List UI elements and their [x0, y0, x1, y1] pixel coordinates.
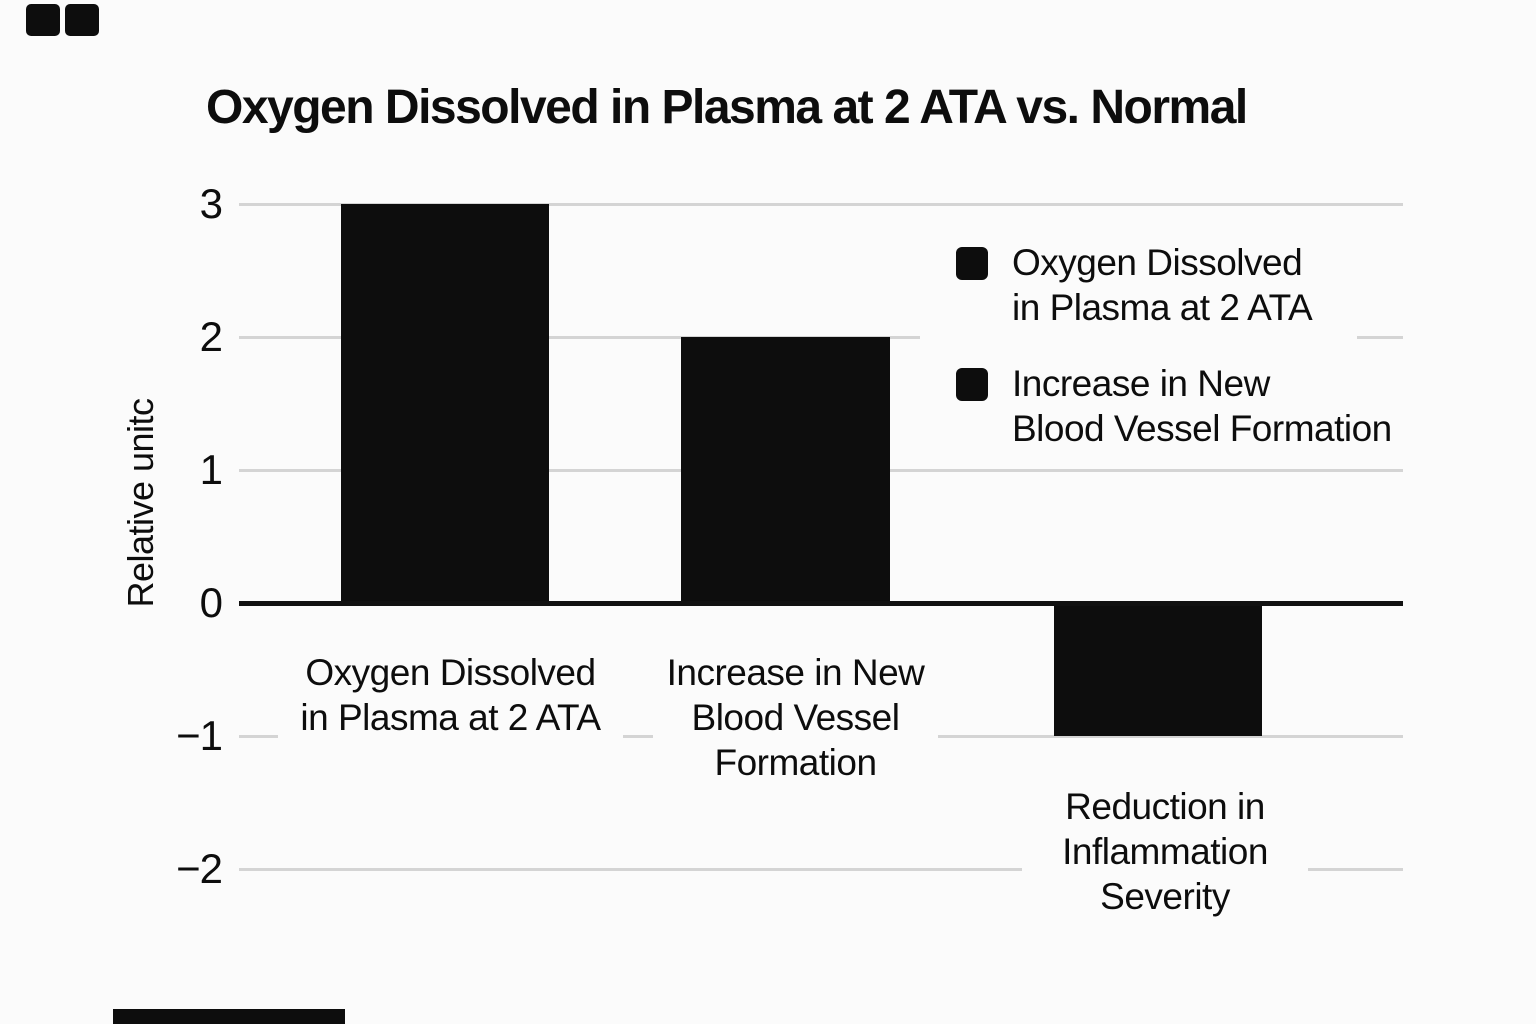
legend-label-line: in Plasma at 2 ATA — [1012, 287, 1313, 328]
category-label-line: Oxygen Dissolved — [305, 652, 596, 693]
gridline — [239, 867, 1403, 871]
gridline — [239, 202, 1403, 206]
category-label-line: in Plasma at 2 ATA — [300, 697, 601, 738]
legend-label-line: Blood Vessel Formation — [1012, 408, 1392, 449]
category-label-line: Severity — [1100, 876, 1230, 917]
legend-swatch-icon — [956, 247, 988, 280]
category-label-line: Inflammation — [1062, 831, 1268, 872]
x-axis-line — [239, 601, 1403, 606]
x-category-label: Increase in New Blood Vessel Formation — [653, 642, 938, 790]
x-category-label: Reduction in Inflammation Severity — [1022, 776, 1308, 924]
x-category-label: Oxygen Dissolved in Plasma at 2 ATA — [278, 642, 623, 756]
y-tick-label: 3 — [199, 180, 223, 227]
category-label-line: Reduction in — [1065, 786, 1265, 827]
y-tick-label: 1 — [199, 446, 223, 493]
bar — [681, 337, 890, 603]
y-tick-label: 0 — [199, 579, 223, 626]
legend-label-line: Increase in New — [1012, 363, 1270, 404]
artifact-square-icon — [26, 4, 60, 36]
legend-swatch-icon — [956, 368, 988, 401]
bar — [341, 204, 549, 603]
category-label-line: Increase in New — [666, 652, 925, 693]
artifact-bar-icon — [113, 1009, 345, 1024]
chart-title: Oxygen Dissolved in Plasma at 2 ATA vs. … — [206, 81, 1248, 134]
legend-label-line: Oxygen Dissolved — [1012, 242, 1303, 283]
legend-label: Increase in New Blood Vessel Formation — [1012, 361, 1392, 451]
legend-label: Oxygen Dissolved in Plasma at 2 ATA — [1012, 240, 1313, 330]
y-tick-label: −1 — [176, 712, 223, 759]
bar — [1054, 603, 1262, 736]
category-label-line: Blood Vessel — [691, 697, 900, 738]
category-label-line: Formation — [714, 742, 877, 783]
artifact-square-icon — [65, 4, 99, 36]
y-tick-label: 2 — [199, 313, 223, 360]
legend: Oxygen Dissolved in Plasma at 2 ATA Incr… — [920, 228, 1392, 460]
y-tick-label: −2 — [176, 845, 223, 892]
